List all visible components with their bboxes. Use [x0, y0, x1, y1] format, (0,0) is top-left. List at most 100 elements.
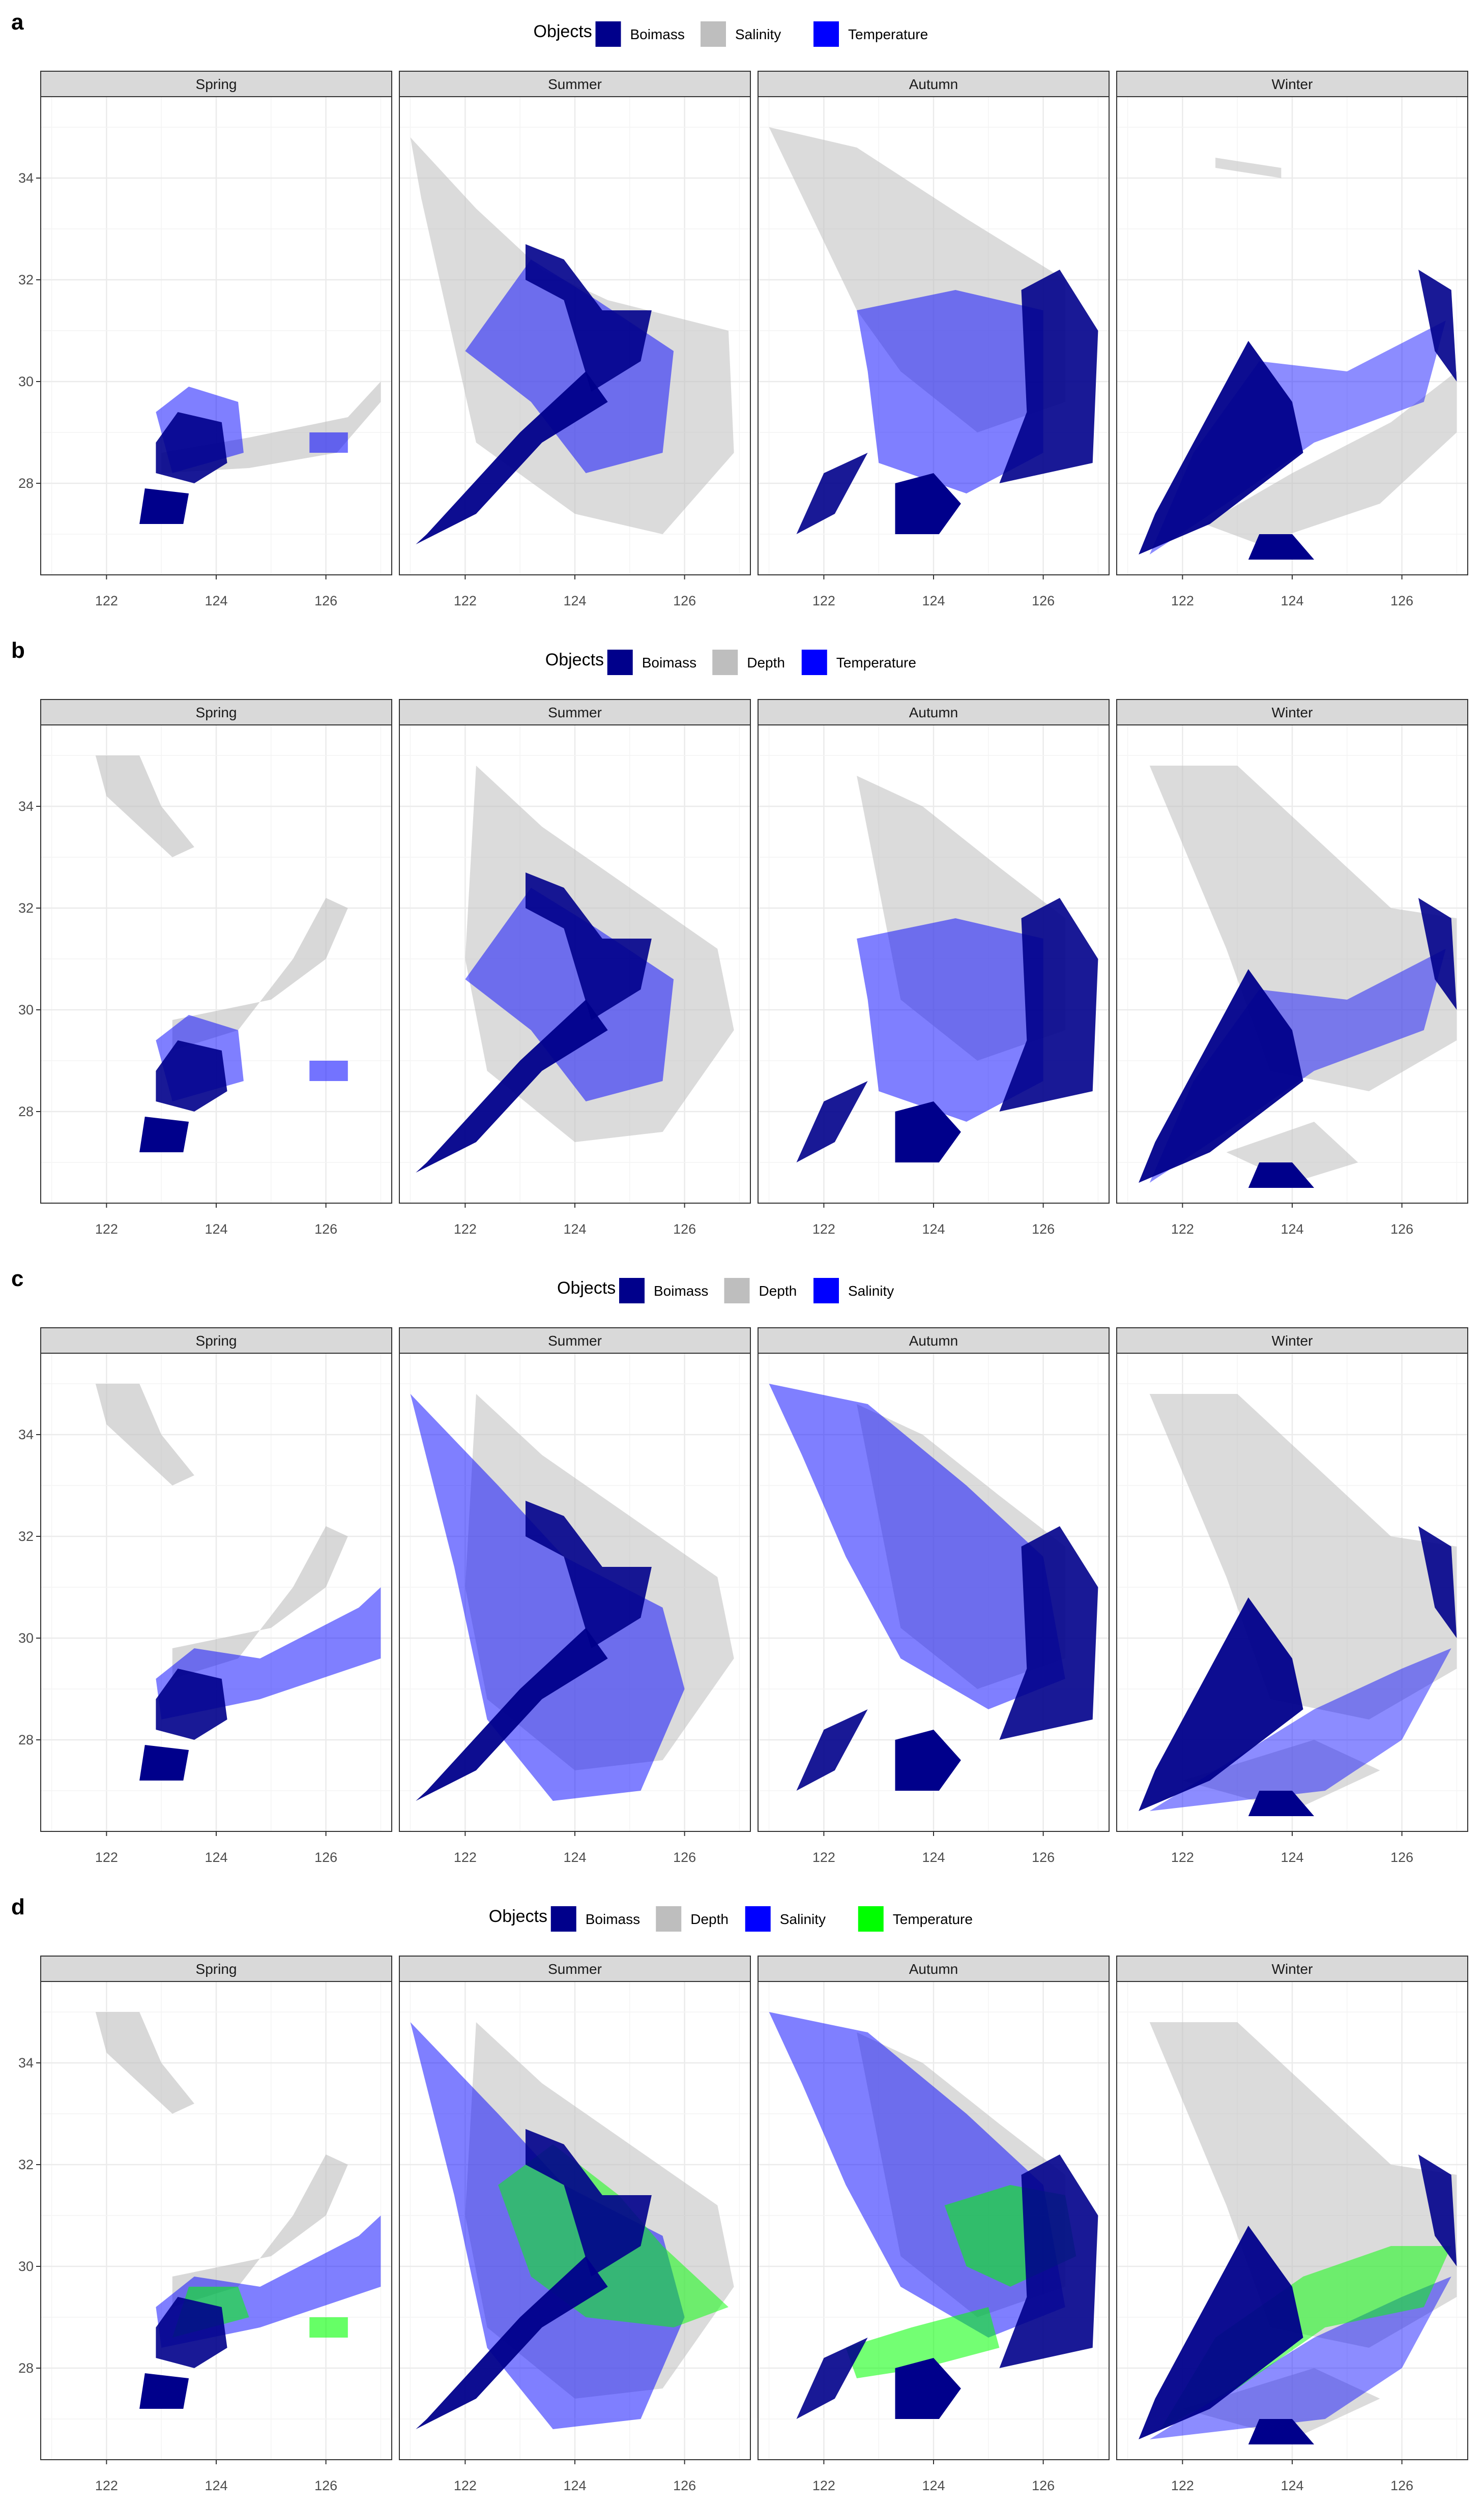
legend-title: Objects — [545, 650, 604, 669]
x-tick-label: 126 — [1390, 1850, 1413, 1865]
x-tick-label: 126 — [673, 2478, 696, 2493]
y-tick-label: 28 — [18, 476, 34, 491]
x-tick-label: 122 — [95, 1850, 118, 1865]
area-layer — [95, 1384, 381, 1781]
panel-letter: b — [11, 638, 25, 663]
x-tick-label: 126 — [673, 593, 696, 608]
y-tick-label: 28 — [18, 1104, 34, 1119]
facet-strip-label: Winter — [1272, 705, 1313, 720]
x-tick-label: 126 — [314, 1221, 337, 1237]
legend-title: Objects — [489, 1907, 547, 1926]
panel-letter: d — [11, 1894, 25, 1919]
x-tick-label: 122 — [1171, 1850, 1194, 1865]
y-tick-label: 32 — [18, 2157, 34, 2172]
x-tick-label: 124 — [563, 593, 586, 608]
x-tick-label: 124 — [205, 1221, 227, 1237]
x-tick-label: 126 — [1390, 2478, 1413, 2493]
facet-strip-label: Summer — [548, 1961, 602, 1977]
area-blue-variable — [769, 1384, 1065, 1709]
area-grey-variable — [1182, 1740, 1380, 1811]
legend-label-depth: Depth — [690, 1911, 729, 1927]
panel-letter: c — [11, 1266, 23, 1291]
facet-winter: Winter 122 124 126 — [1116, 1327, 1468, 1865]
x-tick-label: 126 — [1032, 1221, 1055, 1237]
x-tick-label: 126 — [314, 2478, 337, 2493]
area-boimass — [796, 1081, 868, 1162]
area-boimass — [1418, 898, 1457, 1010]
y-tick-label: 30 — [18, 1630, 34, 1646]
x-tick-label: 124 — [1281, 1850, 1303, 1865]
panel-b: b Objects Boimass Depth Temperature Spring 122… — [11, 638, 1468, 1237]
area-blue-variable — [1149, 1648, 1451, 1811]
area-blue-variable — [857, 918, 1043, 1122]
area-layer — [410, 2022, 734, 2429]
area-layer — [416, 766, 734, 1173]
y-tick-label: 28 — [18, 2360, 34, 2376]
area-grey-variable — [1215, 158, 1282, 178]
x-tick-label: 124 — [205, 2478, 227, 2493]
x-tick-label: 122 — [1171, 2478, 1194, 2493]
area-grey-variable — [172, 2154, 348, 2307]
area-boimass — [139, 488, 189, 524]
legend: Objects Boimass Depth Salinity — [557, 1278, 894, 1303]
area-boimass — [999, 1526, 1098, 1740]
x-tick-label: 124 — [563, 1850, 586, 1865]
facet-strip-label: Spring — [196, 1333, 237, 1349]
facet-strip — [399, 699, 751, 725]
area-layer — [410, 1394, 734, 1801]
area-boimass — [895, 473, 961, 534]
facet-strip — [758, 1956, 1110, 1982]
x-tick-label: 124 — [205, 593, 227, 608]
area-boimass — [416, 371, 608, 544]
area-blue-variable — [1149, 2277, 1451, 2439]
area-boimass — [796, 1709, 868, 1791]
legend-swatch-temperature — [801, 650, 827, 675]
area-blue-variable — [465, 259, 674, 473]
legend-swatch-boimass — [607, 650, 633, 675]
y-tick-label: 30 — [18, 374, 34, 389]
area-boimass — [895, 1730, 961, 1791]
facet-strip — [40, 1327, 392, 1354]
area-temperature — [309, 2317, 348, 2338]
area-layer — [1139, 158, 1457, 560]
x-tick-label: 124 — [922, 1221, 945, 1237]
x-tick-label: 122 — [454, 2478, 477, 2493]
legend-label-temperature: Temperature — [893, 1911, 973, 1927]
facet-summer: Summer 122 124 126 — [399, 1327, 751, 1865]
x-tick-label: 122 — [812, 593, 835, 608]
legend-swatch-boimass — [550, 1906, 576, 1932]
x-tick-label: 122 — [454, 1221, 477, 1237]
x-tick-label: 124 — [922, 593, 945, 608]
facet-strip-label: Winter — [1272, 76, 1313, 92]
panel-d: d Objects Boimass Depth Salinity Temperature S… — [11, 1894, 1468, 2493]
x-tick-label: 122 — [812, 1221, 835, 1237]
legend-swatch-boimass — [619, 1278, 645, 1303]
facet-summer: Summer 122 124 126 — [399, 71, 751, 608]
x-tick-label: 124 — [1281, 1221, 1303, 1237]
area-layer — [139, 382, 381, 524]
legend-title: Objects — [534, 22, 592, 41]
area-boimass — [1139, 1597, 1303, 1811]
legend-swatch-salinity — [745, 1906, 771, 1932]
facet-strip-label: Spring — [196, 705, 237, 720]
legend-swatch-depth — [656, 1906, 682, 1932]
x-tick-label: 126 — [1032, 2478, 1055, 2493]
area-grey-variable — [95, 755, 194, 857]
facet-strip — [1116, 71, 1468, 97]
legend-label-salinity: Salinity — [780, 1911, 826, 1927]
area-grey-variable — [95, 1384, 194, 1485]
legend-swatch-temperature — [858, 1906, 884, 1932]
facet-autumn: Autumn 122 124 126 — [758, 1956, 1110, 2493]
area-boimass — [1248, 1162, 1315, 1188]
area-boimass — [156, 2297, 227, 2368]
y-tick-label: 34 — [18, 799, 34, 814]
facet-strip — [758, 1327, 1110, 1354]
area-grey-variable — [172, 898, 348, 1051]
x-tick-label: 122 — [812, 1850, 835, 1865]
area-layer — [95, 2012, 381, 2409]
area-boimass — [1418, 270, 1457, 382]
x-tick-label: 126 — [1032, 593, 1055, 608]
area-blue-variable — [465, 888, 674, 1101]
area-boimass — [156, 1040, 227, 1112]
